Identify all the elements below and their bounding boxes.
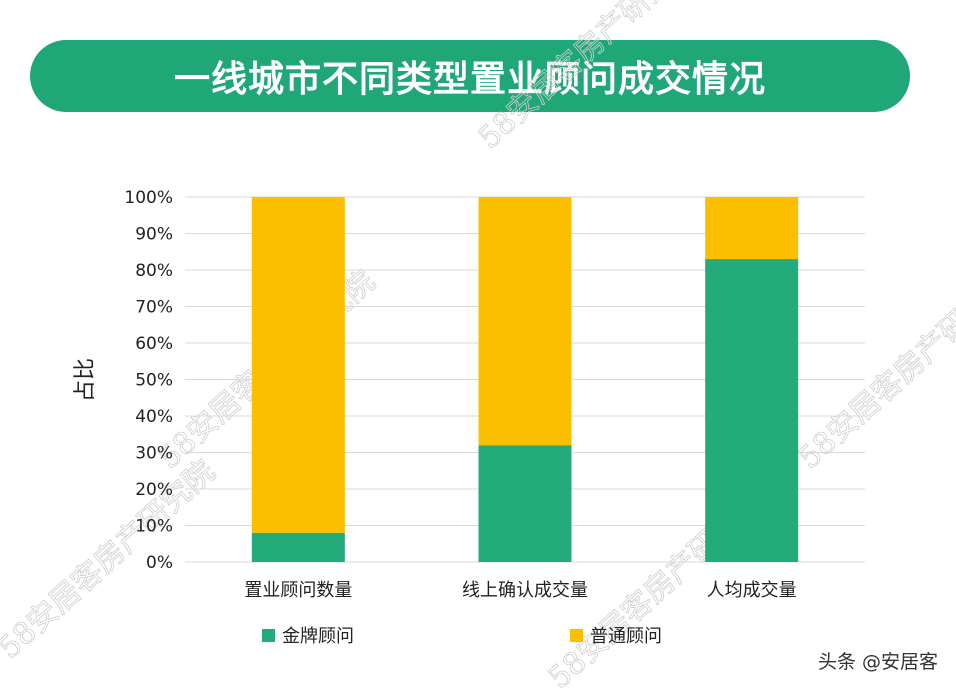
category-labels: 置业顾问数量 线上确认成交量 人均成交量 bbox=[244, 580, 796, 601]
bar-gold-0 bbox=[251, 532, 345, 562]
bar-regular-1 bbox=[478, 197, 572, 446]
bar-gold-2 bbox=[705, 259, 799, 562]
legend: 金牌顾问 普通顾问 bbox=[262, 626, 662, 647]
legend-label-1: 普通顾问 bbox=[590, 626, 662, 647]
title-banner: 一线城市不同类型置业顾问成交情况 bbox=[30, 40, 910, 112]
bars bbox=[251, 197, 799, 562]
legend-swatch-1 bbox=[570, 629, 583, 642]
y-tick-label: 70% bbox=[135, 298, 173, 318]
legend-label-0: 金牌顾问 bbox=[282, 626, 354, 647]
legend-swatch-0 bbox=[262, 629, 275, 642]
y-tick-label: 20% bbox=[135, 480, 173, 500]
y-tick-label: 30% bbox=[135, 444, 173, 464]
y-tick-labels: 0% 10% 20% 30% 40% 50% 60% 70% 80% 90% 100% bbox=[124, 188, 173, 573]
footer-attribution: 头条 @安居客 bbox=[817, 651, 938, 673]
y-tick-label: 60% bbox=[135, 334, 173, 354]
y-tick-label: 10% bbox=[135, 517, 173, 537]
y-tick-label: 40% bbox=[135, 407, 173, 427]
watermark-text-1: 58安居客房产研究院 bbox=[0, 454, 222, 666]
bar-regular-2 bbox=[705, 197, 799, 260]
y-axis-label: 占比 bbox=[73, 358, 98, 402]
y-tick-label: 100% bbox=[124, 188, 173, 208]
chart-title: 一线城市不同类型置业顾问成交情况 bbox=[173, 59, 766, 100]
watermark-text-3: 58安居客房产研究院 bbox=[792, 264, 956, 476]
bar-gold-1 bbox=[478, 445, 572, 562]
y-tick-label: 50% bbox=[135, 371, 173, 391]
bar-regular-0 bbox=[251, 197, 345, 533]
category-label: 线上确认成交量 bbox=[462, 580, 588, 601]
y-tick-label: 0% bbox=[146, 553, 173, 573]
y-tick-label: 90% bbox=[135, 225, 173, 245]
category-label: 置业顾问数量 bbox=[244, 580, 352, 601]
watermark-text-2: 58安居客房产研究院 bbox=[472, 0, 702, 156]
y-tick-label: 80% bbox=[135, 261, 173, 281]
category-label: 人均成交量 bbox=[707, 580, 797, 601]
